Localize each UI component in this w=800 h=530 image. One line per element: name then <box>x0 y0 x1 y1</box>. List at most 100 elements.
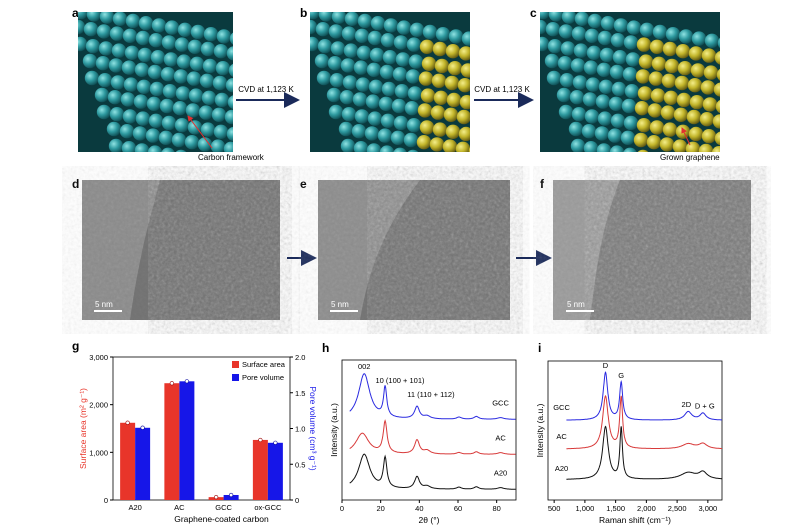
series-label-ac: AC <box>556 432 567 441</box>
carbon-atom <box>327 56 343 71</box>
carbon-atom <box>253 131 267 145</box>
carbon-atom <box>226 46 233 61</box>
carbon-atom <box>545 22 561 37</box>
graphene-atom <box>432 154 446 168</box>
carbon-atom <box>395 52 411 67</box>
carbon-atom <box>678 29 694 44</box>
carbon-atom <box>292 138 306 152</box>
panel-label-i: i <box>538 341 541 355</box>
carbon-atom <box>407 86 423 101</box>
carbon-atom <box>353 141 369 152</box>
bar-surface-area <box>164 383 180 500</box>
x-tick-label: 20 <box>376 504 384 513</box>
carbon-atom <box>597 30 613 46</box>
x-tick-label: ox-GCC <box>254 503 282 512</box>
y2-tick-label: 1.0 <box>295 425 305 434</box>
carbon-atom <box>609 145 625 152</box>
graphene-atom <box>664 58 680 74</box>
graphene-atom <box>663 90 679 106</box>
chart-i-raman: 500 1,000 1,500 2,000 2,500 3,000 Raman shift … <box>535 360 723 525</box>
panel-label-b: b <box>300 6 307 20</box>
carbon-atom <box>570 138 586 152</box>
carbon-atom <box>159 98 175 114</box>
chart-g-surface-area-pore-volume: 0 1,000 2,000 3,000 0 0.5 1.0 1.5 2.0 A20 AC GCC ox-… <box>78 353 318 524</box>
carbon-atom <box>160 67 176 82</box>
carbon-atom <box>393 35 409 50</box>
carbon-atom <box>96 104 112 120</box>
graphene-atom <box>649 120 665 135</box>
carbon-atom <box>187 39 203 54</box>
graphene-atom <box>714 50 720 65</box>
carbon-atom <box>548 12 564 22</box>
carbon-atom <box>357 13 373 29</box>
graphene-atom <box>699 112 715 127</box>
graphene-atom <box>474 65 488 79</box>
carbon-atom <box>652 24 668 40</box>
carbon-atom <box>623 147 637 152</box>
tem-image-f: 5 nm <box>553 180 751 320</box>
graphene-atom <box>418 71 434 86</box>
carbon-atom <box>328 104 344 120</box>
graphene-atom <box>638 54 654 69</box>
graphene-atom <box>458 126 470 142</box>
carbon-atom <box>488 36 502 50</box>
graphene-atom <box>431 73 447 89</box>
graphene-atom <box>741 136 755 150</box>
peak-annotation: D <box>603 361 609 370</box>
carbon-atom <box>199 73 215 89</box>
carbon-atom <box>623 35 639 50</box>
carbon-atom <box>315 22 331 37</box>
carbon-atom <box>278 167 292 181</box>
carbon-atom <box>177 22 193 37</box>
carbon-atom <box>314 53 330 69</box>
graphene-atom <box>496 116 510 130</box>
graphene-atom <box>458 46 470 61</box>
tem-image-e: 5 nm <box>318 180 510 320</box>
carbon-atom <box>310 12 321 20</box>
carbon-atom <box>120 92 136 107</box>
carbon-atom <box>85 39 101 54</box>
graphene-atom <box>472 48 486 62</box>
carbon-atom <box>461 31 470 46</box>
carbon-atom <box>162 84 178 99</box>
legend-label-surface-area: Surface area <box>242 360 286 369</box>
carbon-atom <box>187 120 203 135</box>
carbon-atom <box>175 149 187 152</box>
carbon-atom <box>331 12 347 24</box>
graphene-atom <box>716 68 720 81</box>
carbon-atom <box>215 60 231 76</box>
series-label-gcc: GCC <box>492 399 509 408</box>
peak-annotation: 10 (100 + 101) <box>376 376 425 385</box>
carbon-atom <box>596 143 612 152</box>
carbon-atom <box>611 81 627 97</box>
carbon-atom <box>366 62 382 77</box>
graphene-atom <box>508 150 522 164</box>
graphene-atom <box>703 65 719 80</box>
carbon-atom <box>263 148 277 162</box>
carbon-atom <box>256 36 270 50</box>
spectrum-line-a20 <box>349 453 516 490</box>
carbon-atom <box>228 63 233 77</box>
carbon-atom <box>163 52 179 67</box>
y-tick-label: 1,000 <box>89 448 108 457</box>
graphene-atom <box>651 56 667 71</box>
graphene-atom <box>701 161 715 175</box>
carbon-atom <box>174 37 190 52</box>
graphene-atom <box>485 131 499 145</box>
graphene-atom <box>419 152 433 166</box>
carbon-atom <box>96 24 112 39</box>
carbon-framework-label: Carbon framework <box>198 153 265 162</box>
carbon-atom <box>326 87 342 103</box>
carbon-atom <box>202 58 218 74</box>
carbon-atom <box>328 24 344 39</box>
graphene-atom <box>419 39 435 54</box>
series-label-gcc: GCC <box>553 403 570 412</box>
graphene-atom <box>433 90 449 106</box>
peak-annotation: 11 (110 + 112) <box>407 390 455 399</box>
graphene-atom <box>430 105 446 120</box>
carbon-atom <box>78 19 86 35</box>
carbon-atom <box>109 107 125 122</box>
carbon-atom <box>613 18 629 33</box>
carbon-atom <box>213 124 229 139</box>
carbon-atom <box>378 96 394 112</box>
